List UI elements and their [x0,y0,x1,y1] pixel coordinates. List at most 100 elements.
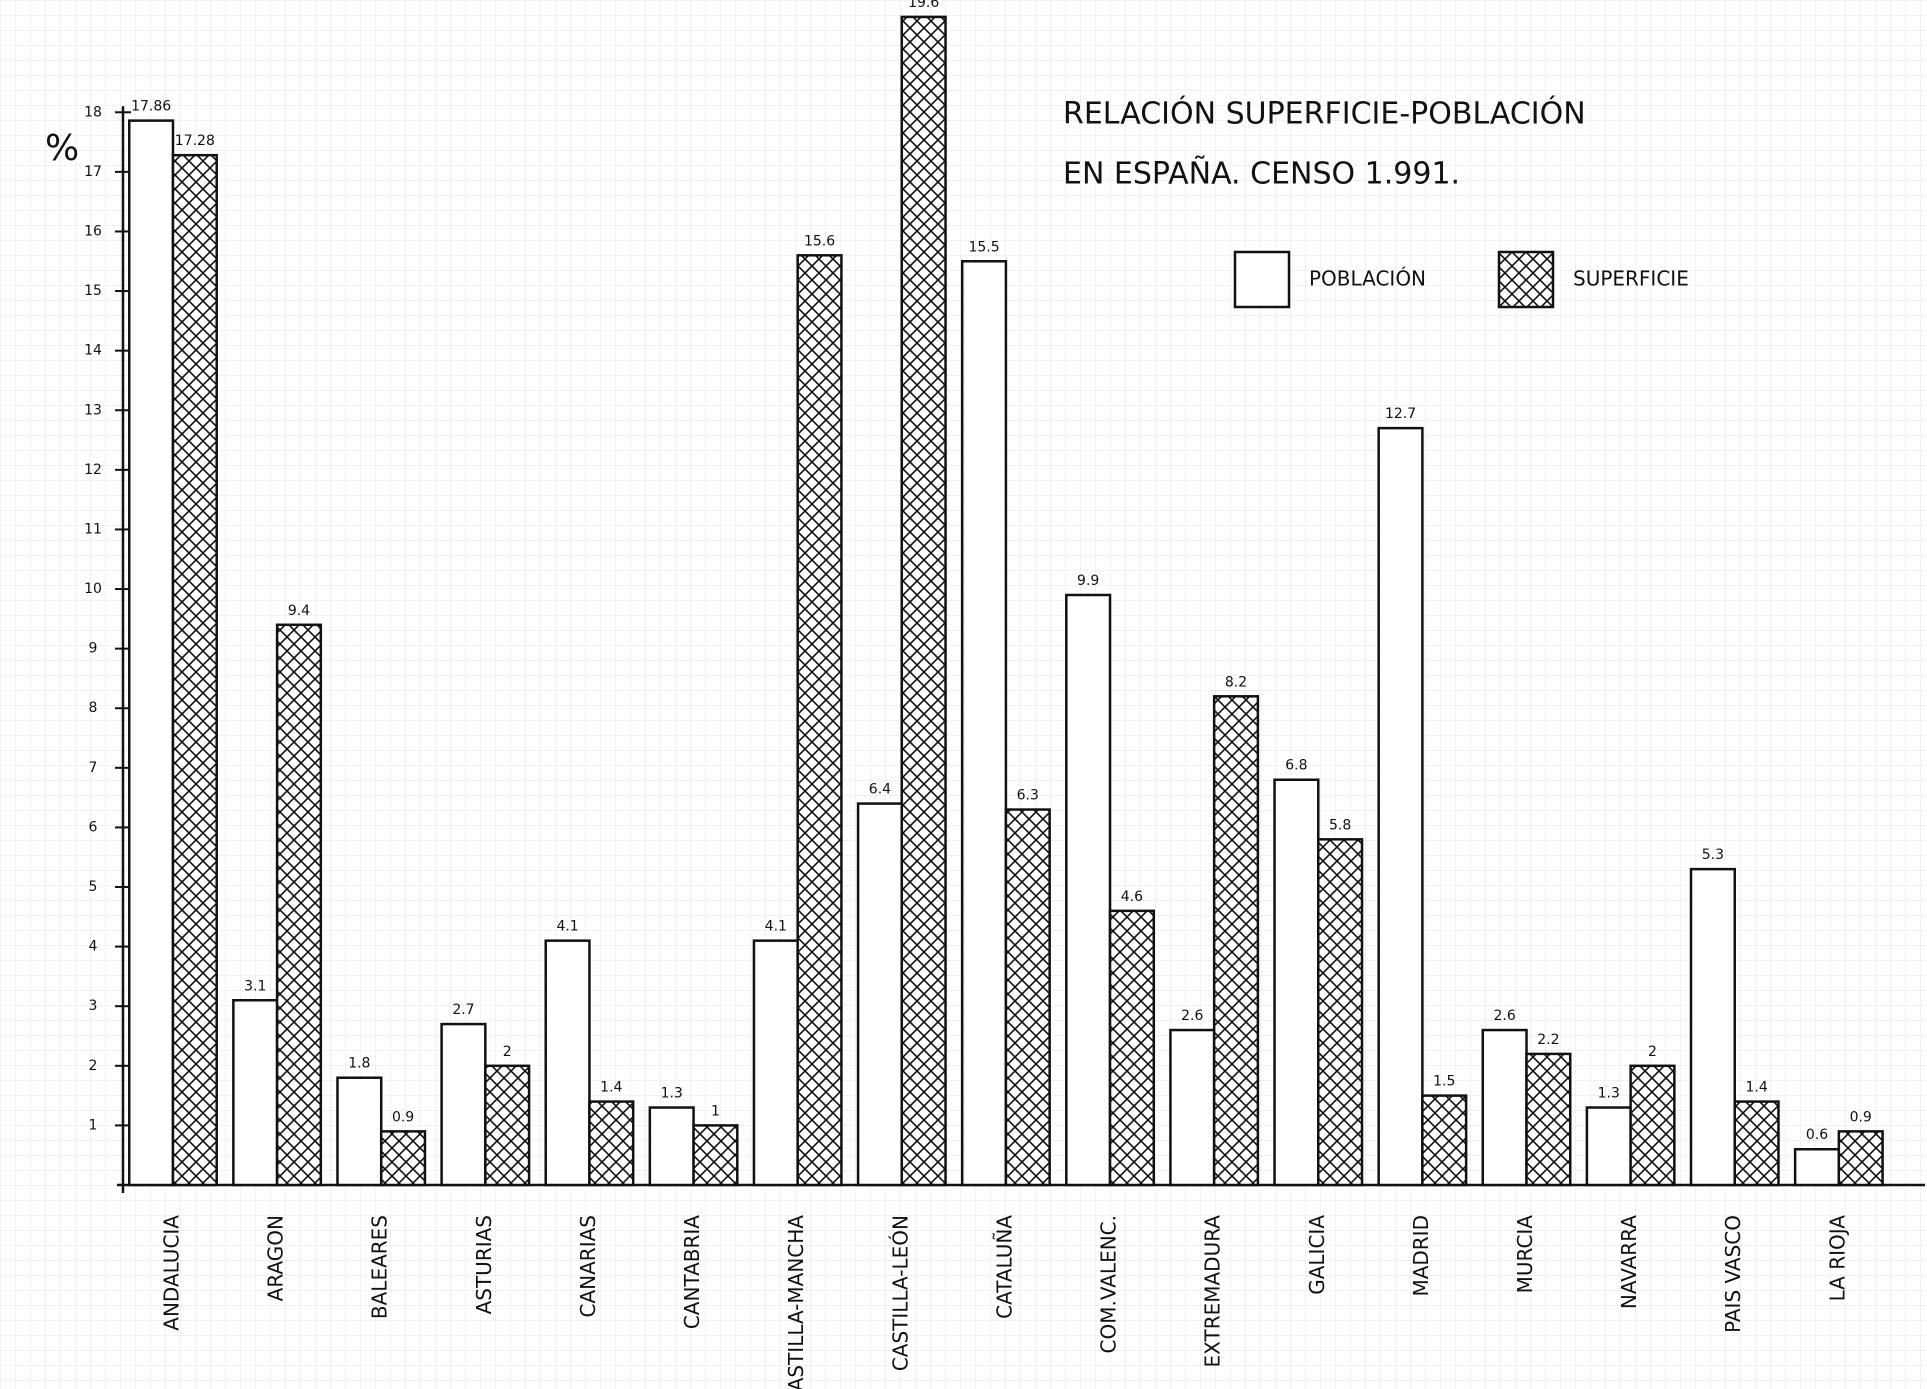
y-tick-label: 3 [89,998,98,1014]
bar [960,260,1008,1187]
bar [856,802,904,1187]
bar [127,119,175,1187]
y-tick-label: 18 [84,104,102,120]
data-label: 6.8 [1285,758,1307,774]
y-tick-label: 1 [89,1117,98,1133]
x-tick-label: ARAGON [264,1215,288,1301]
bar [1377,426,1424,1187]
bar [1837,1130,1884,1187]
y-tick-label: 9 [89,641,98,657]
x-tick-label: EXTREMADURA [1201,1215,1225,1368]
x-tick-label: CANTABRIA [680,1215,704,1329]
data-label: 6.3 [1017,788,1039,804]
legend-label: POBLACIÓN [1309,267,1426,291]
bar [1273,778,1320,1187]
data-label: 1.5 [1433,1074,1455,1090]
x-tick-label: CASTILLA-LEÓN [888,1215,912,1371]
bar [1212,695,1260,1187]
bar [440,1022,487,1187]
y-tick-label: 5 [89,879,98,895]
data-label: 0.6 [1806,1127,1828,1143]
bar [1421,1094,1468,1187]
data-label: 5.3 [1702,847,1724,863]
data-label: 4.1 [556,919,578,935]
y-tick-label: 11 [84,521,102,537]
data-label: 1.3 [1598,1086,1620,1102]
data-label: 19.6 [908,0,939,11]
data-label: 6.4 [869,782,891,798]
y-tick-label: 16 [84,223,102,239]
bar [1629,1064,1676,1187]
x-tick-label: COM.VALENC. [1097,1215,1121,1353]
data-label: 0.9 [1850,1109,1872,1125]
bar [1004,808,1051,1187]
bar [1108,909,1156,1187]
bar [752,939,799,1187]
data-label: 2.6 [1181,1008,1203,1024]
x-tick-label: GALICIA [1305,1215,1329,1295]
y-tick-label: 4 [89,939,98,955]
x-tick-label: MURCIA [1513,1215,1537,1294]
legend-label: SUPERFICIE [1573,267,1689,291]
bar [588,1100,635,1187]
y-tick-label: 14 [84,343,102,359]
bar [692,1124,739,1187]
x-tick-label: CANARIAS [576,1215,600,1317]
x-tick-label: MADRID [1409,1215,1433,1297]
data-label: 0.9 [392,1109,414,1125]
data-label: 2.2 [1537,1032,1559,1048]
chart-title: RELACIÓN SUPERFICIE-POBLACIÓN [1063,95,1586,132]
bar [1481,1028,1528,1187]
data-label: 1.8 [348,1056,370,1072]
bar [171,153,218,1187]
x-tick-label: NAVARRA [1617,1215,1641,1309]
bar [336,1076,383,1187]
y-tick-label: 2 [89,1058,98,1074]
x-tick-label: LA RIOJA [1825,1215,1849,1302]
bar [900,15,947,1187]
data-label: 12.7 [1385,406,1416,422]
data-label: 1.4 [600,1080,622,1096]
y-tick-label: 7 [89,760,98,776]
bar [796,254,843,1187]
data-label: 1.3 [661,1086,683,1102]
y-tick-label: 8 [89,700,98,716]
data-label: 1 [711,1103,720,1119]
x-tick-label: CASTILLA-MANCHA [784,1215,808,1389]
bar [484,1064,531,1187]
data-label: 9.4 [288,603,310,619]
y-axis-label: % [45,128,79,169]
bar [1585,1106,1632,1187]
data-label: 2 [1648,1044,1657,1060]
data-label: 4.6 [1121,889,1143,905]
x-tick-label: PAIS VASCO [1721,1215,1745,1333]
bar [1525,1052,1572,1187]
data-label: 2.7 [452,1002,474,1018]
data-label: 5.8 [1329,817,1351,833]
data-label: 17.28 [175,133,215,149]
legend-swatch [1497,250,1555,309]
x-tick-label: ASTURIAS [472,1215,496,1314]
y-tick-label: 15 [84,283,102,299]
bar [275,623,323,1187]
data-label: 15.6 [804,233,835,249]
y-tick-label: 12 [84,462,102,478]
data-label: 1.4 [1745,1080,1767,1096]
bar [1317,838,1364,1187]
data-label: 8.2 [1225,674,1247,690]
data-label: 15.5 [968,239,999,255]
data-label: 4.1 [765,919,787,935]
bar [232,999,279,1187]
legend-swatch [1233,250,1291,309]
bar [544,939,591,1187]
data-label: 3.1 [244,978,266,994]
data-label: 9.9 [1077,573,1099,589]
bar [648,1106,695,1187]
data-label: 17.86 [131,99,171,115]
data-label: 2 [503,1044,512,1060]
y-tick-label: 6 [89,819,98,835]
bar [1689,867,1736,1187]
y-tick-label: 17 [84,164,102,180]
x-tick-label: BALEARES [368,1215,392,1319]
